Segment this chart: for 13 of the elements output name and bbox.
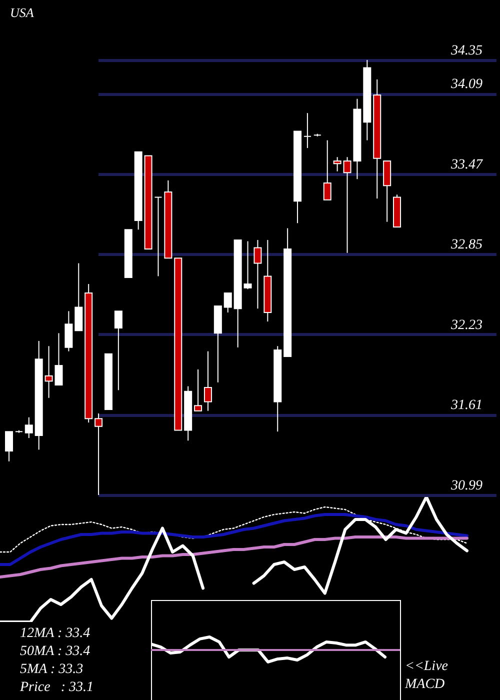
chart-title: USA (10, 5, 34, 20)
y-tick-label: 32.85 (450, 238, 482, 253)
y-tick-label: 33.47 (450, 157, 484, 172)
y-tick-label: 34.35 (450, 44, 482, 58)
y-tick-label: 31.61 (450, 398, 482, 414)
text: <<Live MACD (405, 658, 449, 694)
text: 5MA : 33.3 (20, 661, 84, 679)
y-tick-label: 34.09 (450, 77, 482, 92)
text: 12MA : 33.4 (20, 625, 92, 643)
text: Price : 33.1 (20, 679, 94, 697)
y-tick-label: 30.99 (450, 478, 482, 494)
text: 50MA : 33.4 (20, 643, 92, 661)
y-tick-label: 32.23 (450, 318, 482, 333)
